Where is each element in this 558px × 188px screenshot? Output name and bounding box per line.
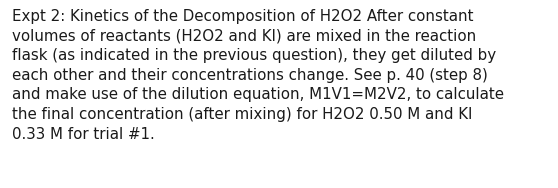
- Text: Expt 2: Kinetics of the Decomposition of H2O2 After constant
volumes of reactant: Expt 2: Kinetics of the Decomposition of…: [12, 9, 504, 142]
